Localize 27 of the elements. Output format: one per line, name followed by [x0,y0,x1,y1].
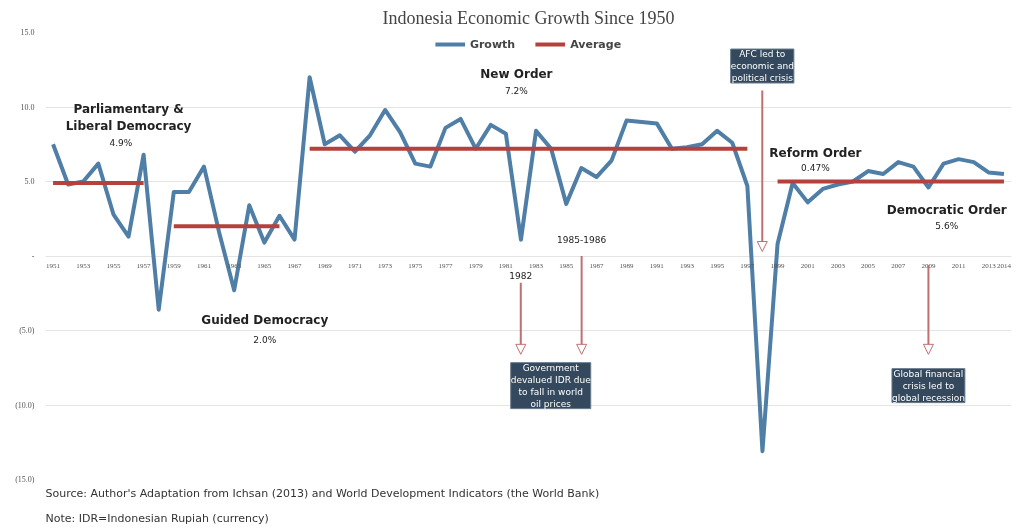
y-tick-label: 10.0 [20,102,35,112]
annotation: Global financial crisis led to global recession [891,368,965,403]
annotation: Government devalued IDR due to fall in world oil prices [510,362,592,409]
annotation: 1985-1986 [557,234,607,245]
annotation: New Order [480,67,553,82]
annotation: Guided Democracy [201,312,329,327]
chart-title: Indonesia Economic Growth Since 1950 [382,7,675,28]
annotation: 4.9% [109,137,133,148]
source-note: Source: Author's Adaptation from Ichsan (2013) and World Development Indicators (the World Bank) [45,486,600,500]
legend-label: Growth [469,37,516,51]
annotation: Democratic Order [886,202,1007,217]
annotation: 5.6% [935,221,959,232]
annotation: 2.0% [253,334,277,345]
annotation: 7.2% [504,85,529,96]
y-tick-label: - [31,251,35,261]
y-tick-label: (5.0) [19,326,35,335]
annotation: Parliamentary & Liberal Democracy [65,102,192,133]
text: Note: IDR=Indonesian Rupiah (currency) [45,511,269,525]
annotation: AFC led to economic and political crisis [730,49,794,84]
annotation: 1982 [509,270,533,281]
y-tick-label: 15.0 [20,28,35,37]
y-tick-label: (15.0) [15,475,35,484]
y-tick-label: (10.0) [15,400,35,410]
annotation: Reform Order [769,146,862,161]
y-tick-label: 5.0 [24,177,35,186]
annotation: 0.47% [801,162,831,173]
legend-label: Average [570,37,622,51]
